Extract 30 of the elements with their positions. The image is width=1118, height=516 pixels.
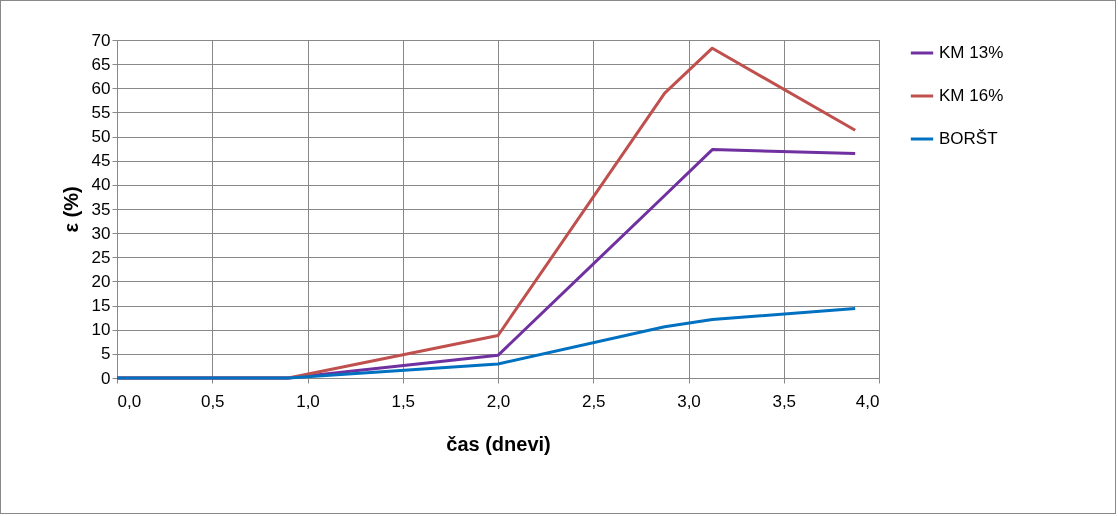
y-tick-label: 40: [91, 175, 111, 195]
y-tick-label: 60: [91, 78, 111, 98]
y-tick-label: 20: [91, 271, 111, 291]
legend-label: KM 13%: [939, 43, 1004, 62]
y-tick-label: 50: [91, 127, 111, 147]
y-tick-label: 65: [91, 54, 111, 74]
x-axis-title: čas (dnevi): [446, 432, 551, 455]
x-tick-label: 0,0: [117, 391, 142, 411]
x-tick-label: 2,0: [486, 391, 511, 411]
y-tick-label: 45: [91, 151, 111, 171]
y-tick-label: 15: [91, 296, 111, 316]
x-tick-label: 3,5: [772, 391, 797, 411]
x-tick-label: 0,5: [200, 391, 225, 411]
y-tick-label: 0: [101, 368, 111, 388]
legend-label: BORŠT: [939, 129, 998, 148]
y-tick-label: 55: [91, 102, 111, 122]
x-tick-label: 2,5: [581, 391, 606, 411]
x-tick-label: 1,0: [296, 391, 320, 411]
y-axis-title: ε (%): [59, 186, 82, 233]
line-series: [115, 306, 857, 380]
y-tick-label: 35: [91, 199, 111, 219]
x-tick-label: 3,0: [677, 391, 701, 411]
legend-label: KM 16%: [939, 86, 1004, 105]
x-tick-label: 4,0: [855, 391, 880, 411]
y-tick-label: 70: [91, 30, 111, 50]
y-tick-label: 10: [91, 320, 111, 340]
y-tick-label: 5: [101, 344, 111, 364]
y-tick-label: 25: [91, 247, 111, 267]
y-tick-label: 30: [91, 223, 111, 243]
x-tick-label: 1,5: [391, 391, 416, 411]
